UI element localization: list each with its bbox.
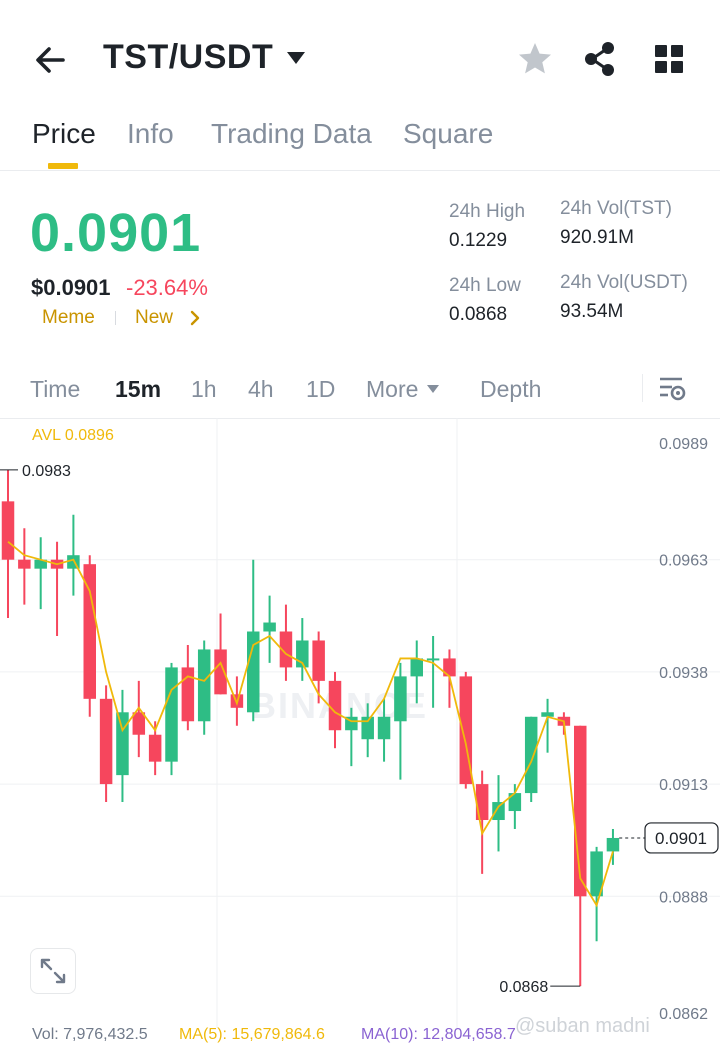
ma-line <box>7 541 614 908</box>
tab-price[interactable]: Price <box>32 118 96 149</box>
tab-square[interactable]: Square <box>403 118 494 149</box>
pair-title[interactable]: TST/USDT <box>103 38 274 76</box>
active-tab-indicator <box>48 163 78 169</box>
tag-divider <box>115 311 116 325</box>
low-marker-label: 0.0868 <box>499 979 548 996</box>
candle-up <box>377 716 391 740</box>
interval-depth[interactable]: Depth <box>480 376 542 402</box>
candle-up <box>394 676 407 722</box>
high-marker-label: 0.0983 <box>22 463 71 480</box>
vol-base-value: 920.91M <box>560 227 634 248</box>
back-arrow-icon[interactable] <box>30 40 70 80</box>
vol-quote-label: 24h Vol(USDT) <box>560 272 688 293</box>
interval-time[interactable]: Time <box>30 376 81 402</box>
interval-more[interactable]: More <box>366 376 419 402</box>
vol-base-label: 24h Vol(TST) <box>560 198 672 219</box>
top-bar: TST/USDT <box>0 0 720 110</box>
candle-up <box>263 622 276 632</box>
user-watermark: @suban madni <box>515 1015 650 1037</box>
grid-icon[interactable] <box>654 44 684 74</box>
fiat-price: $0.0901 <box>31 275 111 300</box>
candle-down <box>132 712 146 735</box>
candle-up <box>165 667 178 762</box>
candle-down <box>214 649 227 695</box>
candle-down <box>312 640 325 681</box>
tab-trading-data[interactable]: Trading Data <box>211 118 372 149</box>
chart-grid <box>0 418 720 1028</box>
current-price-box <box>644 822 719 854</box>
interval-1d[interactable]: 1D <box>306 376 336 402</box>
candle-up <box>410 658 423 677</box>
y-tick-label: 0.0913 <box>659 777 708 794</box>
candle-down <box>148 734 162 762</box>
candle-down <box>475 784 489 821</box>
candle-down <box>18 559 31 569</box>
current-price-label: 0.0901 <box>655 829 707 848</box>
candle-down <box>328 680 342 731</box>
candle-down <box>1 501 15 560</box>
candle-up <box>541 712 554 717</box>
candle-up <box>606 837 620 852</box>
candle-up <box>508 793 522 812</box>
chevron-right-icon[interactable] <box>188 309 202 327</box>
low-value: 0.0868 <box>449 304 508 325</box>
caret-down-icon[interactable] <box>285 50 307 66</box>
price-axis: 0.0989 0.0963 0.0938 0.0913 0.0888 0.0862 <box>659 436 708 1023</box>
candle-up <box>116 712 129 776</box>
interval-1h[interactable]: 1h <box>191 376 217 402</box>
candle-up <box>524 716 538 794</box>
y-tick-label: 0.0938 <box>659 665 708 682</box>
price-change-percent: -23.64% <box>126 275 208 300</box>
candle-up <box>197 649 211 722</box>
candle-down <box>83 564 96 699</box>
low-label: 24h Low <box>449 275 521 296</box>
candle-up <box>426 658 440 661</box>
chart-settings-icon[interactable] <box>656 374 688 404</box>
share-icon[interactable] <box>582 40 618 78</box>
candle-down <box>99 698 113 785</box>
candle-down <box>443 658 456 677</box>
y-tick-label: 0.0963 <box>659 553 708 570</box>
star-icon[interactable] <box>516 40 554 78</box>
tag-new[interactable]: New <box>135 307 174 328</box>
y-tick-label: 0.0862 <box>659 1006 708 1023</box>
avl-label: AVL 0.0896 <box>32 427 114 444</box>
fullscreen-button[interactable] <box>30 948 76 994</box>
volume-ma5: MA(5): 15,679,864.6 <box>179 1026 325 1043</box>
chart-top-divider <box>0 418 720 419</box>
caret-down-icon[interactable] <box>425 383 441 395</box>
candle-up <box>590 851 603 897</box>
vol-quote-value: 93.54M <box>560 301 624 322</box>
y-tick-label: 0.0888 <box>659 889 708 906</box>
candle-down <box>181 667 195 722</box>
candles <box>1 469 620 987</box>
last-price: 0.0901 <box>30 203 202 263</box>
page-tabs: Price Info Trading Data Square <box>0 110 720 171</box>
interval-4h[interactable]: 4h <box>248 376 274 402</box>
candle-up <box>34 559 47 569</box>
candle-up <box>361 716 374 740</box>
candle-up <box>247 631 260 713</box>
candle-down <box>279 631 293 668</box>
interval-divider <box>642 374 643 402</box>
tag-meme[interactable]: Meme <box>42 307 95 328</box>
candlestick-chart[interactable]: BINANCE 0.09890.09630.09380.09130.08880.… <box>0 418 720 1028</box>
volume-ma10: MA(10): 12,804,658.7 <box>361 1026 516 1043</box>
volume-value: Vol: 7,976,432.5 <box>32 1026 148 1043</box>
expand-icon <box>40 958 66 984</box>
y-tick-label: 0.0989 <box>659 436 708 453</box>
tab-info[interactable]: Info <box>127 118 174 149</box>
high-value: 0.1229 <box>449 230 508 251</box>
interval-15m[interactable]: 15m <box>115 376 162 402</box>
high-label: 24h High <box>449 201 526 222</box>
candle-up <box>492 802 505 821</box>
